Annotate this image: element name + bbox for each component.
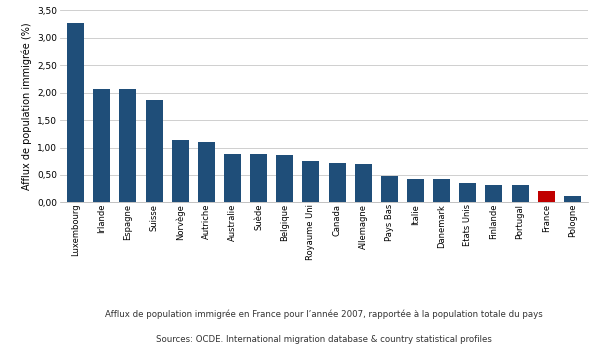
Bar [250,154,267,202]
Bar [302,161,319,202]
Bar [224,154,241,202]
Bar [381,176,398,202]
Bar [355,164,372,202]
Bar [407,179,424,202]
Bar [433,179,450,202]
Text: Sources: OCDE. International migration database & country statistical profiles: Sources: OCDE. International migration d… [156,335,492,344]
Bar [564,196,581,202]
Bar [459,183,476,202]
Bar [329,163,346,202]
Bar [512,185,529,202]
Bar [198,142,215,202]
Bar [276,155,293,202]
Bar [146,101,163,202]
Bar [94,89,110,202]
Bar [172,140,189,202]
Bar [485,185,502,202]
Y-axis label: Afflux de population immigrée (%): Afflux de population immigrée (%) [21,23,32,190]
Bar [119,89,136,202]
Bar [67,23,84,202]
Bar [538,191,554,202]
Text: Afflux de population immigrée en France pour l’année 2007, rapportée à la popula: Afflux de population immigrée en France … [105,310,543,319]
